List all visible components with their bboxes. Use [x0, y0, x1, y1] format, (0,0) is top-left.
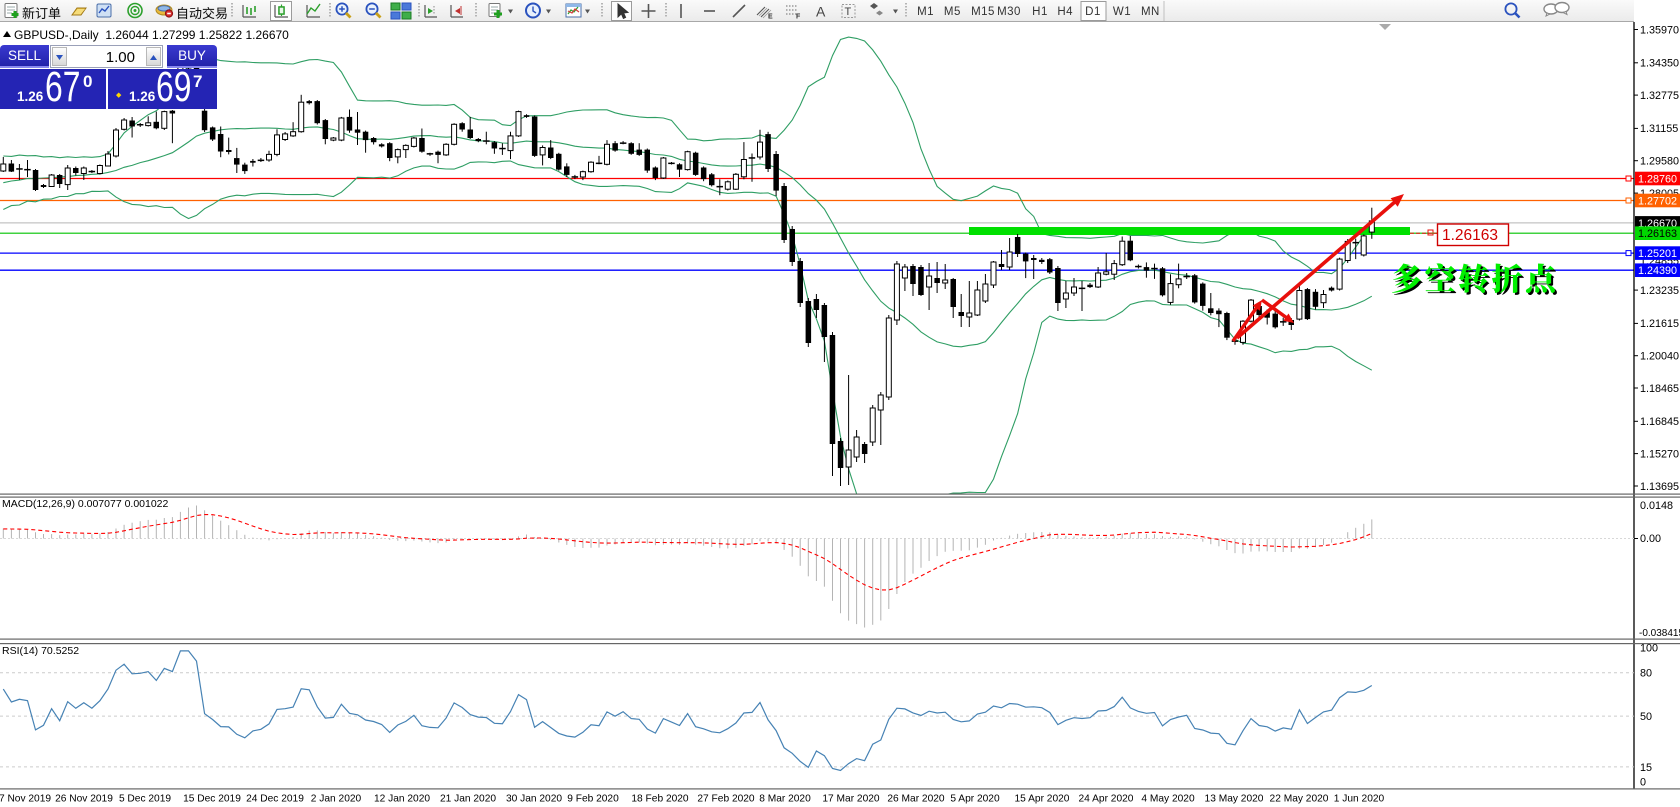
- svg-text:9 Feb 2020: 9 Feb 2020: [567, 794, 619, 805]
- svg-text:1 Jun 2020: 1 Jun 2020: [1334, 794, 1385, 805]
- svg-text:15 Apr 2020: 15 Apr 2020: [1015, 794, 1070, 805]
- svg-text:0.00: 0.00: [1640, 533, 1661, 545]
- svg-text:M30: M30: [997, 6, 1021, 18]
- svg-text:15 Dec 2019: 15 Dec 2019: [183, 794, 241, 805]
- svg-text:1.25201: 1.25201: [1638, 248, 1677, 260]
- svg-text:1.28760: 1.28760: [1638, 173, 1677, 185]
- svg-text:E: E: [768, 14, 773, 21]
- svg-text:1.29580: 1.29580: [1640, 156, 1679, 168]
- svg-text:1.16845: 1.16845: [1640, 416, 1679, 428]
- svg-text:30 Jan 2020: 30 Jan 2020: [506, 794, 562, 805]
- svg-text:80: 80: [1640, 668, 1652, 680]
- svg-text:24 Dec 2019: 24 Dec 2019: [246, 794, 304, 805]
- svg-text:0: 0: [1640, 777, 1646, 789]
- svg-text:15: 15: [1640, 762, 1652, 774]
- svg-text:22 May 2020: 22 May 2020: [1270, 794, 1329, 805]
- svg-text:1.27702: 1.27702: [1638, 195, 1677, 207]
- svg-text:1.20040: 1.20040: [1640, 351, 1679, 363]
- svg-text:M1: M1: [917, 6, 934, 18]
- svg-text:12 Jan 2020: 12 Jan 2020: [374, 794, 430, 805]
- svg-text:1.13695: 1.13695: [1640, 481, 1679, 493]
- svg-text:5 Dec 2019: 5 Dec 2019: [119, 794, 171, 805]
- svg-text:1.26163: 1.26163: [1442, 227, 1498, 244]
- svg-text:2 Jan 2020: 2 Jan 2020: [311, 794, 362, 805]
- svg-text:M5: M5: [944, 6, 961, 18]
- svg-text:F: F: [796, 14, 801, 21]
- svg-text:50: 50: [1640, 711, 1652, 723]
- svg-text:1.31155: 1.31155: [1640, 123, 1678, 135]
- svg-text:26 Nov 2019: 26 Nov 2019: [55, 794, 113, 805]
- svg-text:H4: H4: [1057, 6, 1073, 18]
- svg-text:1.24390: 1.24390: [1638, 265, 1677, 277]
- svg-text:1.21615: 1.21615: [1640, 318, 1679, 330]
- svg-text:1.26163: 1.26163: [1638, 228, 1677, 240]
- svg-text:MACD(12,26,9) 0.007077 0.00102: MACD(12,26,9) 0.007077 0.001022: [2, 498, 169, 510]
- svg-text:24 Apr 2020: 24 Apr 2020: [1079, 794, 1134, 805]
- svg-text:1.15270: 1.15270: [1640, 448, 1679, 460]
- svg-text:100: 100: [1640, 643, 1658, 655]
- svg-text:D1: D1: [1085, 6, 1101, 18]
- svg-text:18 Feb 2020: 18 Feb 2020: [631, 794, 689, 805]
- svg-text:A: A: [816, 4, 826, 20]
- svg-text:5 Apr 2020: 5 Apr 2020: [950, 794, 1000, 805]
- svg-text:MN: MN: [1141, 6, 1160, 18]
- svg-text:RSI(14) 70.5252: RSI(14) 70.5252: [2, 645, 79, 657]
- svg-text:26 Mar 2020: 26 Mar 2020: [887, 794, 945, 805]
- svg-text:1.32775: 1.32775: [1640, 90, 1679, 102]
- svg-text:W1: W1: [1113, 6, 1131, 18]
- svg-text:1.23235: 1.23235: [1640, 285, 1679, 297]
- svg-text:1.35970: 1.35970: [1640, 24, 1679, 36]
- svg-text:27 Feb 2020: 27 Feb 2020: [697, 794, 755, 805]
- svg-text:7 Nov 2019: 7 Nov 2019: [0, 794, 51, 805]
- svg-text:H1: H1: [1032, 6, 1048, 18]
- svg-text:-0.038415: -0.038415: [1639, 628, 1680, 639]
- svg-text:17 Mar 2020: 17 Mar 2020: [822, 794, 880, 805]
- svg-text:1.18465: 1.18465: [1640, 383, 1679, 395]
- svg-text:M15: M15: [971, 6, 995, 18]
- svg-text:13 May 2020: 13 May 2020: [1205, 794, 1264, 805]
- svg-text:T: T: [845, 6, 852, 18]
- svg-text:8 Mar 2020: 8 Mar 2020: [759, 794, 811, 805]
- svg-text:0.0148: 0.0148: [1640, 500, 1673, 512]
- svg-text:1.34350: 1.34350: [1640, 58, 1679, 70]
- svg-text:21 Jan 2020: 21 Jan 2020: [440, 794, 496, 805]
- svg-text:4 May 2020: 4 May 2020: [1141, 794, 1195, 805]
